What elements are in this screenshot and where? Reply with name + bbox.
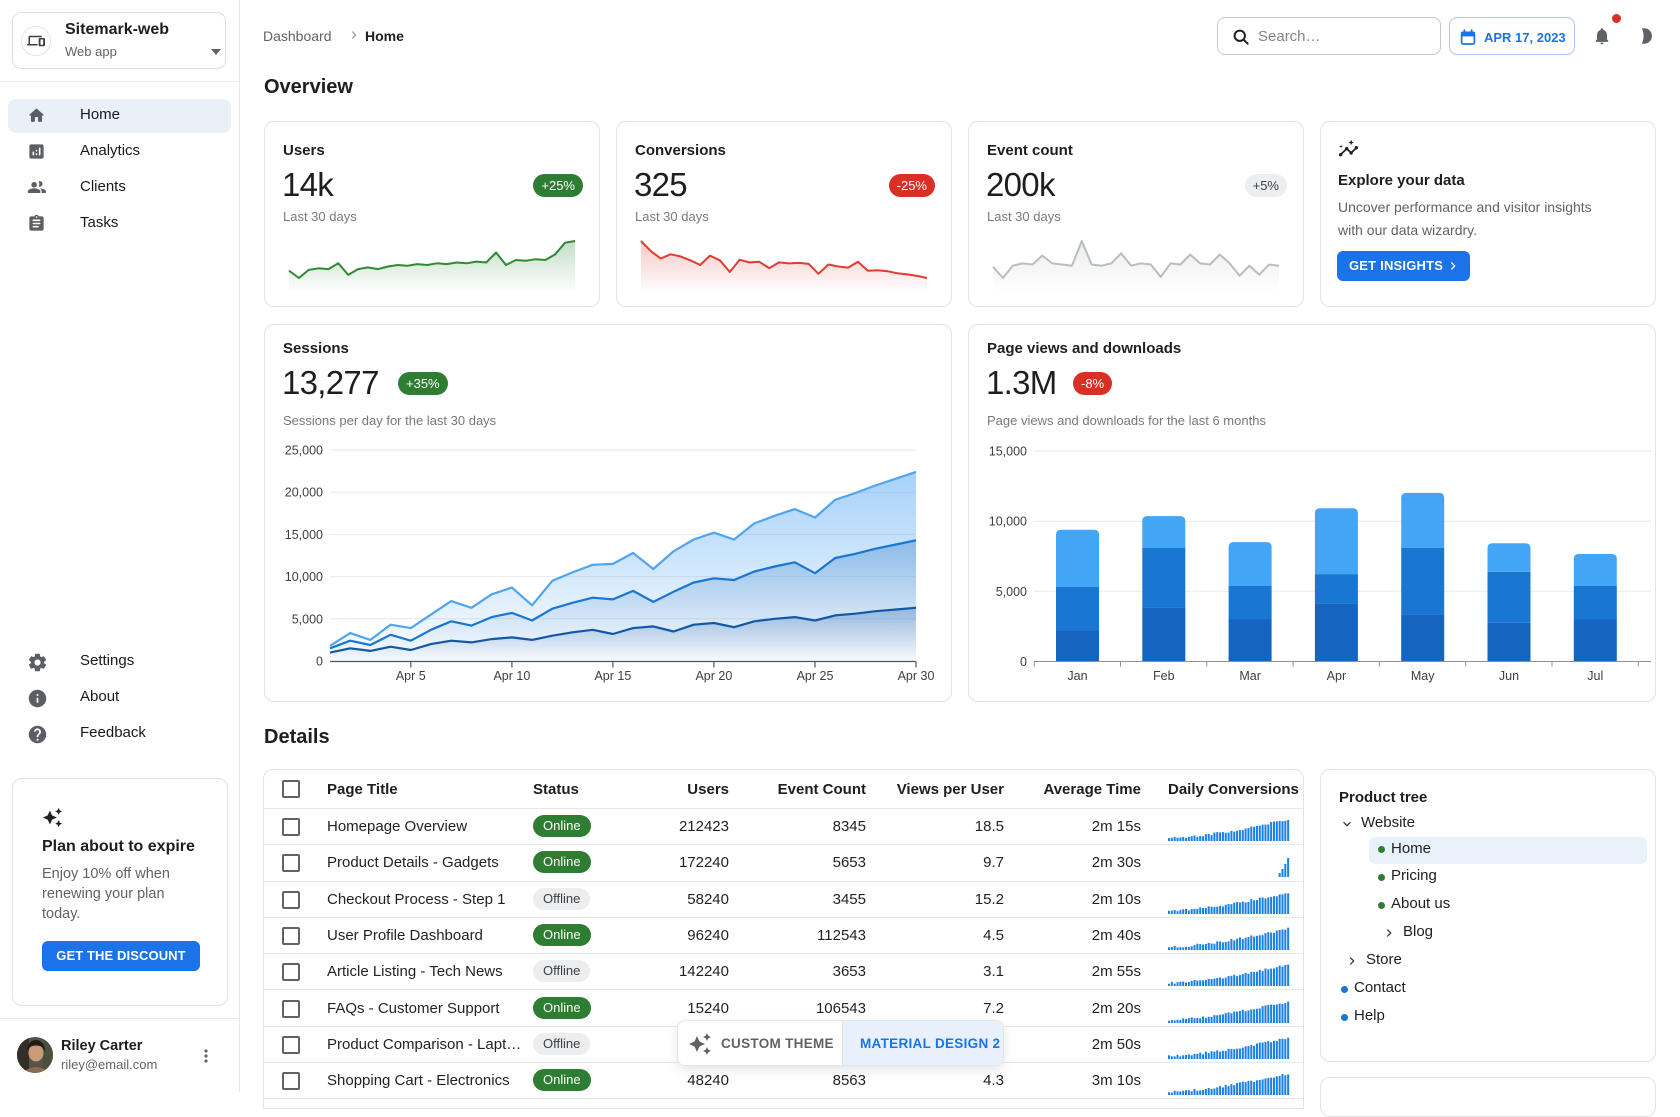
svg-text:Apr 5: Apr 5	[396, 669, 426, 683]
svg-text:Jan: Jan	[1067, 669, 1087, 683]
svg-text:20,000: 20,000	[285, 486, 323, 500]
svg-text:15,000: 15,000	[989, 445, 1027, 459]
svg-text:25,000: 25,000	[285, 444, 323, 458]
svg-text:May: May	[1411, 669, 1435, 683]
svg-text:Feb: Feb	[1153, 669, 1175, 683]
svg-text:Apr: Apr	[1327, 669, 1346, 683]
svg-text:5,000: 5,000	[996, 585, 1027, 599]
svg-text:0: 0	[1020, 655, 1027, 669]
svg-text:Jul: Jul	[1587, 669, 1603, 683]
svg-text:5,000: 5,000	[292, 612, 323, 626]
svg-text:Jun: Jun	[1499, 669, 1519, 683]
svg-text:10,000: 10,000	[285, 570, 323, 584]
svg-text:0: 0	[316, 655, 323, 669]
svg-text:Apr 15: Apr 15	[594, 669, 631, 683]
svg-text:Apr 10: Apr 10	[493, 669, 530, 683]
svg-text:Apr 30: Apr 30	[898, 669, 935, 683]
svg-text:Apr 20: Apr 20	[695, 669, 732, 683]
svg-text:15,000: 15,000	[285, 528, 323, 542]
svg-text:Apr 25: Apr 25	[797, 669, 834, 683]
svg-text:10,000: 10,000	[989, 515, 1027, 529]
svg-text:Mar: Mar	[1239, 669, 1261, 683]
